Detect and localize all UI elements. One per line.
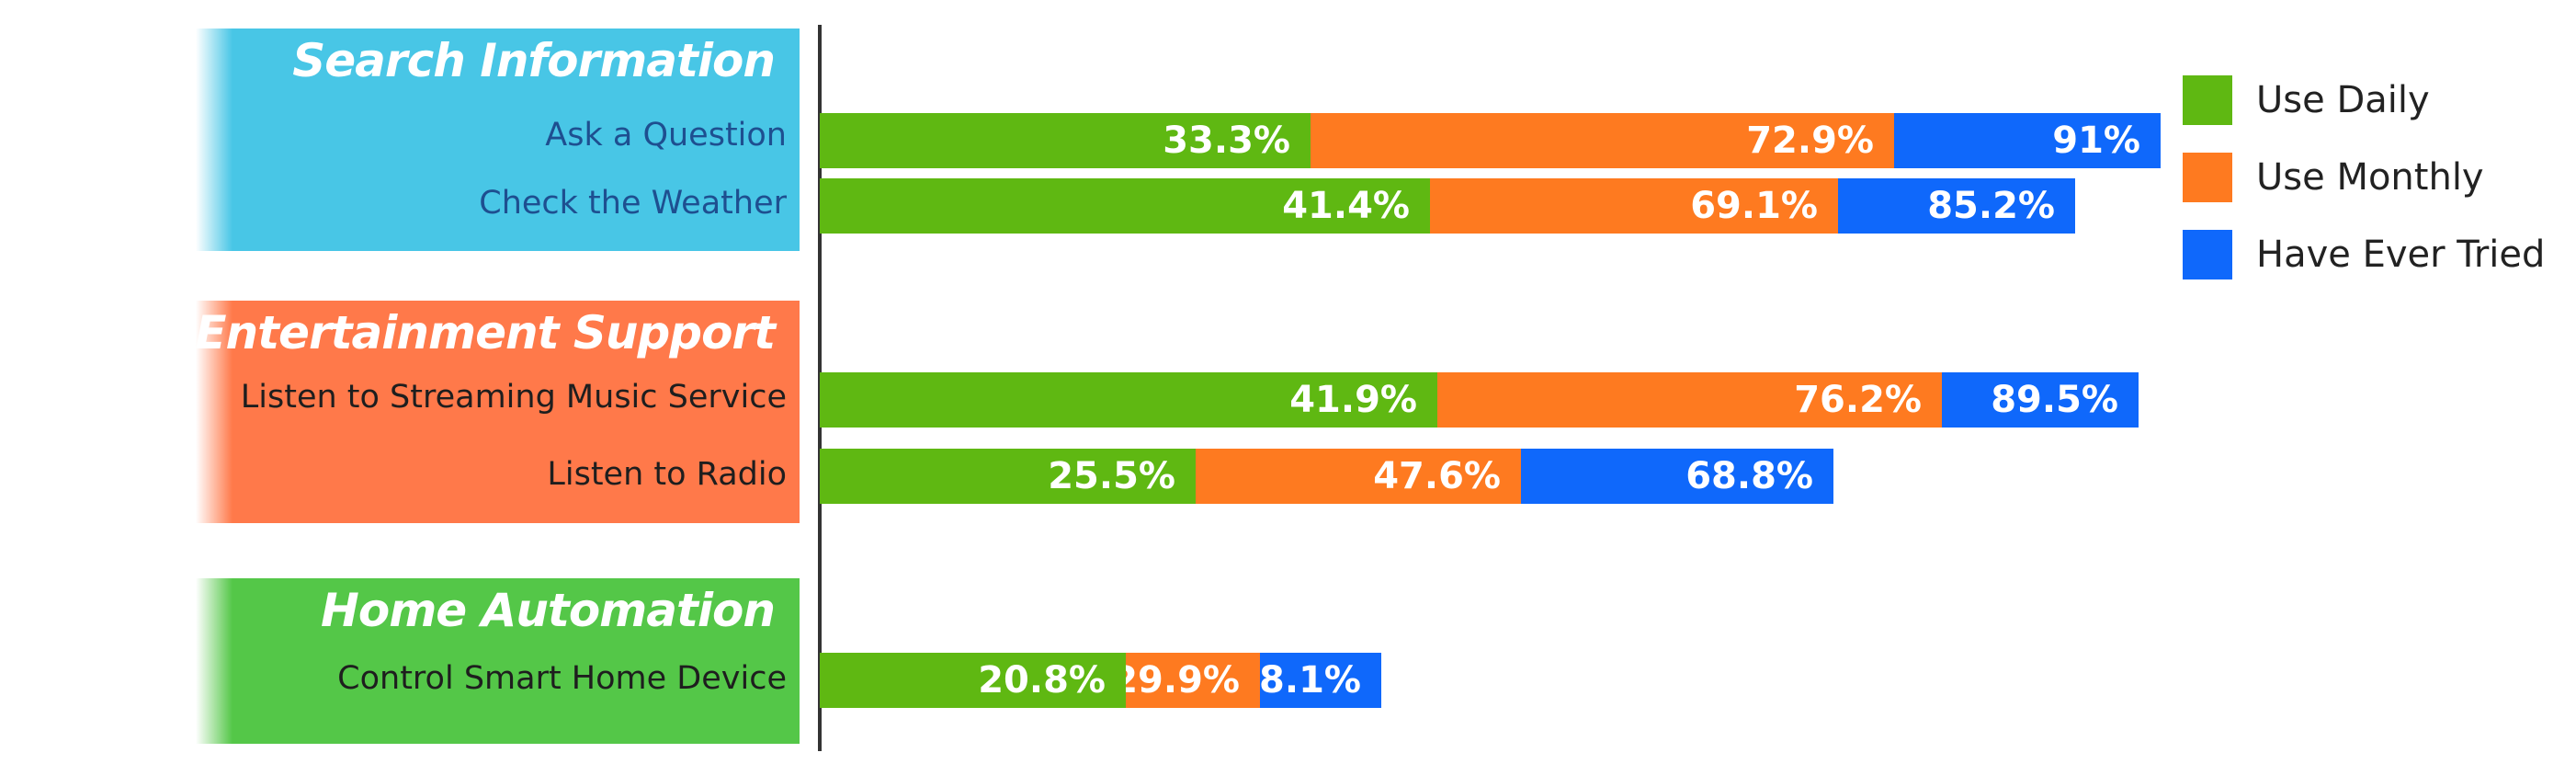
bar-use-daily-ask-a-question: 33.3% xyxy=(820,113,1311,168)
group-title-home-automation: Home Automation xyxy=(321,584,776,637)
data-label-use-monthly-ask-a-question: 72.9% xyxy=(1746,120,1874,162)
group-title-entertainment-support: Entertainment Support xyxy=(195,306,776,359)
data-label-use-monthly-listen-to-radio: 47.6% xyxy=(1373,455,1501,497)
group-search-information: Search Information xyxy=(196,29,800,251)
data-label-use-daily-check-the-weather: 41.4% xyxy=(1282,185,1410,227)
legend-label-have-ever-tried: Have Ever Tried xyxy=(2256,234,2546,276)
legend-swatch-use-monthly xyxy=(2183,153,2232,202)
bar-use-daily-check-the-weather: 41.4% xyxy=(820,178,1430,234)
row-label-listen-to-streaming-music-service: Listen to Streaming Music Service xyxy=(240,379,787,416)
data-label-use-daily-control-smart-home-device: 20.8% xyxy=(978,659,1106,701)
data-label-have-ever-tried-ask-a-question: 91% xyxy=(2052,120,2140,162)
data-label-use-daily-listen-to-radio: 25.5% xyxy=(1048,455,1175,497)
group-title-search-information: Search Information xyxy=(292,34,776,87)
bar-use-daily-listen-to-streaming-music-service: 41.9% xyxy=(820,372,1437,428)
group-entertainment-support: Entertainment Support xyxy=(195,301,800,523)
bar-use-daily-listen-to-radio: 25.5% xyxy=(820,449,1196,504)
bar-use-daily-control-smart-home-device: 20.8% xyxy=(820,653,1126,708)
row-label-control-smart-home-device: Control Smart Home Device xyxy=(337,660,787,697)
group-home-automation: Home Automation xyxy=(196,578,800,744)
row-label-ask-a-question: Ask a Question xyxy=(545,117,787,154)
data-label-use-monthly-control-smart-home-device: 29.9% xyxy=(1112,659,1240,701)
legend-label-use-monthly: Use Monthly xyxy=(2256,156,2484,199)
data-label-use-daily-listen-to-streaming-music-service: 41.9% xyxy=(1289,379,1417,421)
row-label-check-the-weather: Check the Weather xyxy=(479,185,787,222)
data-label-have-ever-tried-listen-to-radio: 68.8% xyxy=(1685,455,1813,497)
data-label-use-monthly-check-the-weather: 69.1% xyxy=(1690,185,1818,227)
legend-label-use-daily: Use Daily xyxy=(2256,79,2430,121)
legend-swatch-use-daily xyxy=(2183,75,2232,125)
legend-swatch-have-ever-tried xyxy=(2183,230,2232,279)
row-label-listen-to-radio: Listen to Radio xyxy=(547,456,787,493)
data-label-have-ever-tried-check-the-weather: 85.2% xyxy=(1927,185,2055,227)
data-label-use-monthly-listen-to-streaming-music-service: 76.2% xyxy=(1794,379,1922,421)
data-label-use-daily-ask-a-question: 33.3% xyxy=(1163,120,1290,162)
data-label-have-ever-tried-listen-to-streaming-music-service: 89.5% xyxy=(1991,379,2118,421)
